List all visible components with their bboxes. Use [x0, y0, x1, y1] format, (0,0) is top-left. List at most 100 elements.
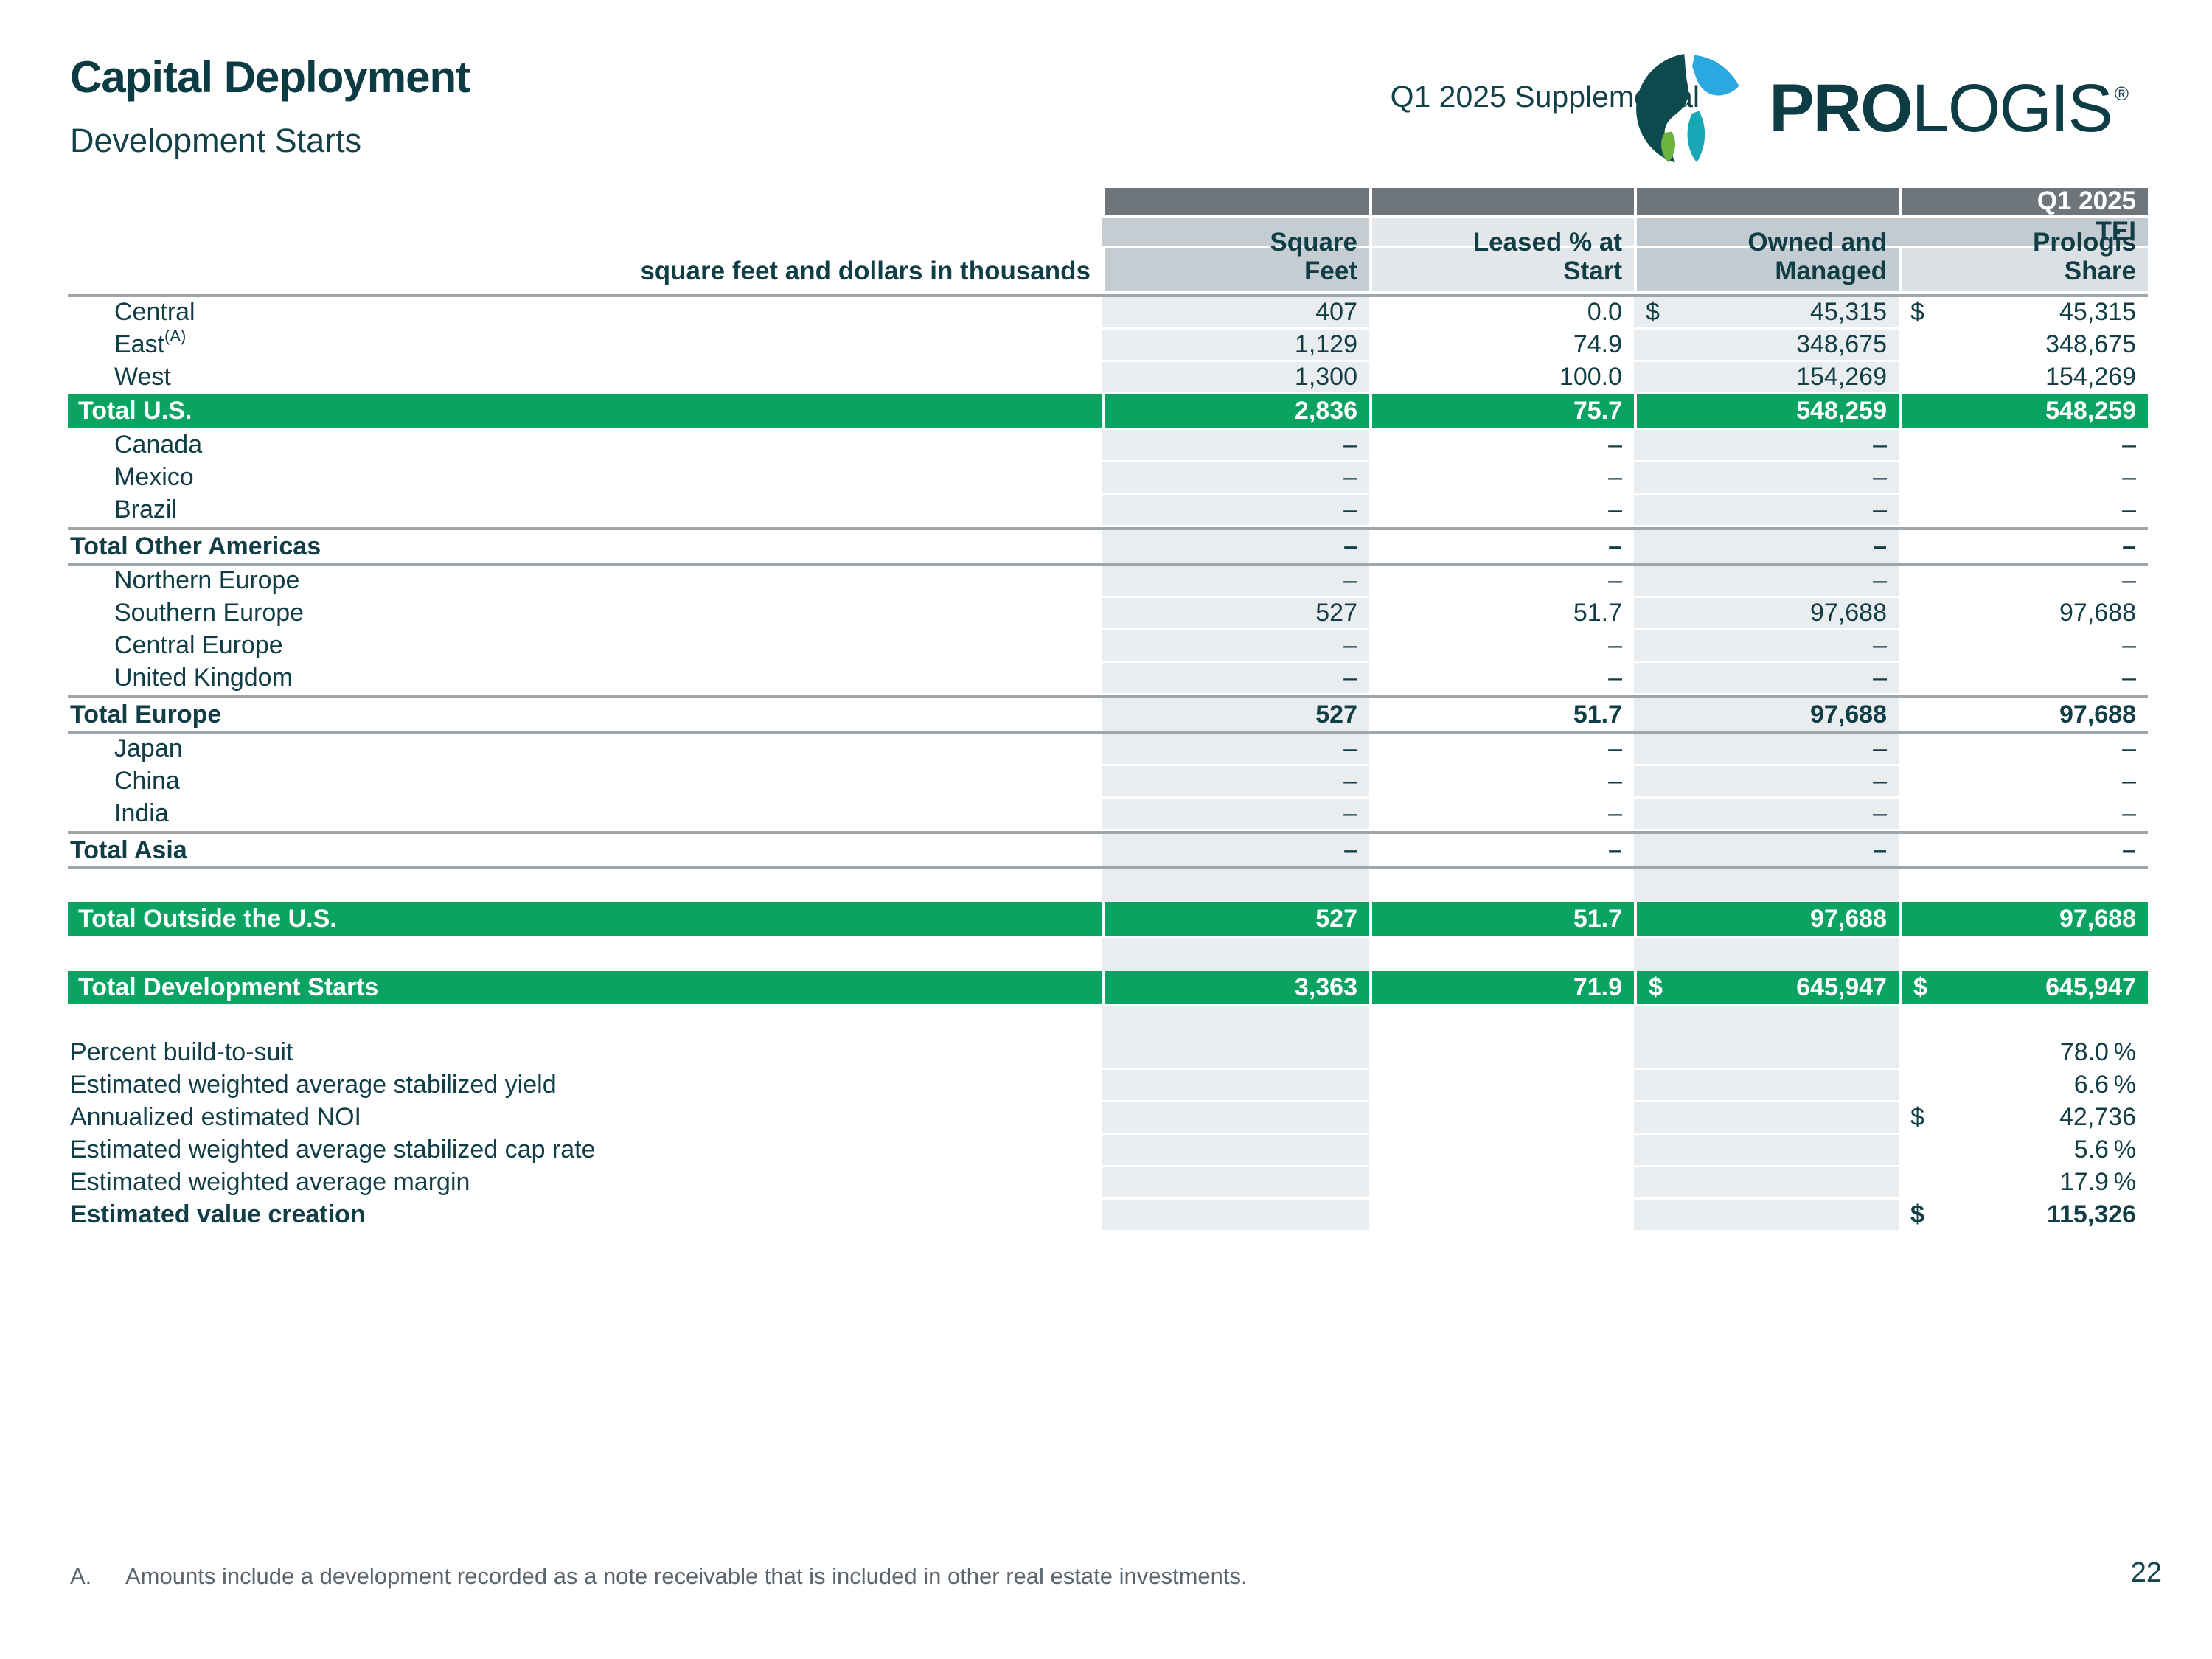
band-spacer: [68, 218, 1102, 246]
row-cell: 97,688: [1634, 902, 1899, 938]
row-cell: [1634, 1167, 1899, 1200]
row-cell: –: [1899, 430, 2148, 462]
table-row: Total Europe 527 51.7 97,688 97,688: [68, 695, 2148, 734]
cell-value: –: [1343, 566, 1357, 594]
table-row: China – – – –: [68, 766, 2148, 799]
band-spacer: [68, 188, 1102, 215]
cell-value: –: [2122, 463, 2136, 491]
band-cell: [1369, 188, 1634, 215]
cell-value: 1,300: [1294, 363, 1357, 391]
row-cell: –: [1102, 799, 1369, 831]
cell-value: –: [1608, 835, 1622, 864]
cell-value: 407: [1315, 298, 1357, 326]
row-cell: –: [1102, 430, 1369, 462]
registered-mark: ®: [2114, 83, 2129, 105]
cell-value: –: [1873, 463, 1887, 491]
row-label: Percent build-to-suit: [68, 1037, 1102, 1070]
row-label: Estimated weighted average margin: [68, 1167, 1102, 1200]
row-label: Japan: [68, 734, 1102, 766]
table-row: Total Development Starts 3,363 71.9 $645,94…: [68, 971, 2148, 1006]
cell-value: 348,675: [2045, 330, 2136, 358]
row-label: East (A): [68, 327, 1102, 362]
cell-value: –: [1608, 767, 1622, 795]
table-row: Central Europe – – – –: [68, 630, 2148, 663]
cell-value: 97,688: [1810, 700, 1887, 728]
row-cell: 71.9: [1369, 971, 1634, 1006]
row-cell: –: [1899, 799, 2148, 831]
cell-value: 3,363: [1294, 973, 1357, 1001]
cell-value: 97,688: [2059, 599, 2136, 627]
cell-value: –: [1343, 767, 1357, 795]
row-cell: –: [1899, 566, 2148, 598]
cell-value: 645,947: [2045, 973, 2136, 1001]
table-row: Estimated value creation $115,326: [68, 1200, 2148, 1232]
row-cell: –: [1634, 530, 1899, 563]
row-cell: –: [1102, 630, 1369, 663]
footnote-text: Amounts include a development recorded a…: [125, 1563, 1248, 1589]
cell-value: –: [2122, 835, 2136, 864]
row-cell: $115,326: [1899, 1200, 2148, 1232]
table-band-columns: square feet and dollars in thousands Squ…: [68, 228, 2148, 291]
cell-value: 6.6 %: [2073, 1071, 2136, 1099]
table-row: Mexico – – – –: [68, 462, 2148, 495]
table-row: West 1,300 100.0 154,269 154,269: [68, 362, 2148, 394]
row-cell: $645,947: [1899, 971, 2148, 1006]
table-row: Total Outside the U.S. 527 51.7 97,688 97,68…: [68, 902, 2148, 938]
column-header-leased-pct: Leased % at Start: [1369, 228, 1634, 291]
row-label: Estimated weighted average stabilized ca…: [68, 1135, 1102, 1167]
row-cell: [1369, 1070, 1634, 1102]
row-cell: 51.7: [1369, 902, 1634, 938]
row-cell: –: [1102, 834, 1369, 866]
row-cell: [1102, 1070, 1369, 1102]
table-row: Canada – – – –: [68, 430, 2148, 462]
cell-value: –: [1873, 734, 1887, 762]
row-cell: –: [1899, 495, 2148, 527]
cell-value: 548,259: [2045, 397, 2136, 425]
band-cell: [1369, 218, 1634, 246]
row-label: Brazil: [68, 495, 1102, 527]
footnote: A. Amounts include a development recorde…: [70, 1563, 1248, 1590]
row-cell: 0.0: [1369, 297, 1634, 330]
row-cell: 97,688: [1634, 598, 1899, 630]
row-cell: [1102, 1006, 1369, 1037]
row-cell: [1102, 1135, 1369, 1167]
cell-value: –: [2122, 495, 2136, 524]
row-cell: [1369, 869, 1634, 902]
table-band-tei: TEI: [68, 217, 2148, 246]
currency-symbol: $: [1910, 1200, 1924, 1228]
cell-value: 74.9: [1573, 330, 1622, 358]
cell-value: –: [2122, 631, 2136, 659]
cell-value: –: [2122, 664, 2136, 692]
page-title: Capital Deployment: [70, 52, 470, 102]
table-row: India – – – –: [68, 799, 2148, 831]
cell-value: –: [1873, 431, 1887, 459]
table-row: Estimated weighted average margin 17.9 %: [68, 1167, 2148, 1200]
cell-value: 527: [1315, 700, 1357, 728]
row-label: [68, 1006, 1102, 1037]
cell-value: 17.9 %: [2059, 1168, 2136, 1196]
cell-value: –: [2122, 431, 2136, 459]
table-row: Central 407 0.0 $45,315 $45,315: [68, 297, 2148, 330]
row-cell: [1369, 1006, 1634, 1037]
row-cell: –: [1102, 663, 1369, 695]
cell-value: 51.7: [1573, 700, 1622, 728]
row-cell: 74.9: [1369, 330, 1634, 362]
row-label: Estimated value creation: [68, 1200, 1102, 1232]
cell-value: 2,836: [1294, 397, 1357, 425]
cell-value: 1,129: [1294, 330, 1357, 358]
row-cell: 154,269: [1899, 362, 2148, 394]
cell-value: 0.0: [1587, 298, 1622, 326]
currency-symbol: $: [1646, 298, 1660, 326]
row-cell: –: [1369, 530, 1634, 563]
row-label: Total Asia: [70, 835, 187, 864]
row-cell: –: [1899, 734, 2148, 766]
cell-value: –: [2122, 532, 2136, 560]
prologis-wordmark: PRO LOGIS ®: [1769, 70, 2129, 147]
row-cell: –: [1634, 834, 1899, 866]
row-cell: 154,269: [1634, 362, 1899, 394]
row-cell: –: [1369, 630, 1634, 663]
prologis-logo: PRO LOGIS ®: [1634, 52, 2129, 166]
row-cell: [1369, 1037, 1634, 1070]
cell-value: –: [1873, 799, 1887, 827]
row-cell: –: [1634, 799, 1899, 831]
